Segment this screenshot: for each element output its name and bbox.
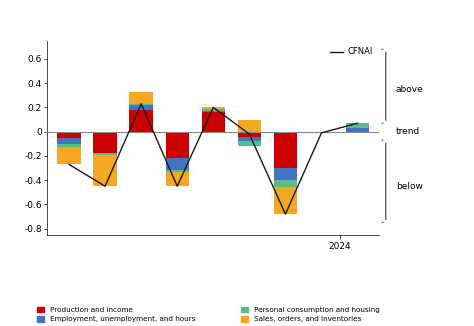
Bar (129, 105, 153, 110)
Bar (237, 137, 261, 141)
Legend: CFNAI: CFNAI (328, 45, 375, 59)
Bar (201, 109, 225, 111)
Bar (273, 180, 297, 187)
Bar (201, 112, 225, 132)
Bar (273, 132, 297, 168)
Bar (165, 172, 189, 186)
Bar (57, 138, 81, 144)
Bar (57, 147, 81, 164)
Legend: Production and income, Employment, unemployment, and hours: Production and income, Employment, unemp… (37, 307, 195, 322)
Bar (201, 108, 225, 109)
Bar (310, 132, 333, 133)
Bar (129, 110, 153, 132)
Bar (237, 132, 261, 137)
Bar (93, 132, 117, 154)
Bar (129, 104, 153, 105)
Bar (165, 170, 189, 172)
Bar (237, 141, 261, 146)
Bar (129, 92, 153, 104)
Bar (201, 111, 225, 112)
Bar (57, 144, 81, 147)
Bar (273, 187, 297, 214)
Bar (93, 154, 117, 155)
Bar (93, 155, 117, 186)
Bar (273, 168, 297, 180)
Text: trend: trend (396, 127, 420, 136)
Bar (165, 158, 189, 170)
Text: above: above (396, 85, 424, 94)
Bar (346, 123, 369, 128)
Bar (346, 128, 369, 132)
Bar (237, 120, 261, 132)
Bar (57, 132, 81, 138)
Text: Chicago Fed National Activity Index, by Categories: Chicago Fed National Activity Index, by … (9, 16, 305, 26)
Legend: Personal consumption and housing, Sales, orders, and inventories: Personal consumption and housing, Sales,… (241, 307, 380, 322)
Text: below: below (396, 182, 423, 191)
Bar (165, 132, 189, 158)
